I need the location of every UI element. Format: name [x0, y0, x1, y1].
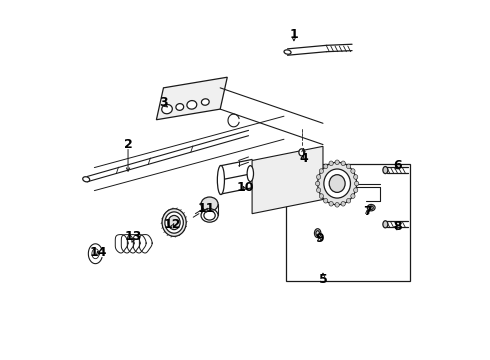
Ellipse shape [329, 202, 333, 206]
Text: 7: 7 [363, 206, 371, 219]
Ellipse shape [329, 161, 333, 166]
Polygon shape [252, 146, 323, 214]
Text: 12: 12 [164, 218, 181, 231]
Ellipse shape [351, 169, 355, 174]
Ellipse shape [83, 177, 90, 182]
Ellipse shape [369, 206, 373, 210]
Ellipse shape [383, 167, 388, 174]
Ellipse shape [315, 229, 321, 238]
Polygon shape [286, 164, 410, 281]
Ellipse shape [201, 99, 209, 105]
Ellipse shape [187, 100, 197, 109]
Ellipse shape [299, 149, 305, 156]
Text: 8: 8 [393, 220, 402, 233]
Ellipse shape [168, 215, 180, 230]
Text: 1: 1 [290, 28, 298, 41]
Ellipse shape [317, 188, 321, 193]
Polygon shape [156, 77, 227, 120]
Ellipse shape [323, 164, 328, 168]
Ellipse shape [316, 181, 320, 186]
Ellipse shape [354, 175, 358, 179]
Text: 5: 5 [318, 273, 327, 286]
Ellipse shape [383, 221, 388, 228]
Ellipse shape [162, 209, 186, 237]
Ellipse shape [368, 204, 375, 211]
Text: 4: 4 [299, 152, 308, 165]
Ellipse shape [319, 169, 323, 174]
Ellipse shape [335, 160, 339, 165]
Ellipse shape [204, 211, 215, 220]
Ellipse shape [284, 50, 291, 54]
Ellipse shape [218, 166, 224, 194]
Ellipse shape [355, 181, 359, 186]
Text: 2: 2 [123, 138, 132, 151]
Ellipse shape [165, 212, 183, 233]
Ellipse shape [346, 164, 351, 168]
Text: 14: 14 [89, 246, 107, 259]
Ellipse shape [341, 161, 345, 166]
Ellipse shape [335, 203, 339, 207]
Ellipse shape [316, 231, 319, 236]
Ellipse shape [317, 175, 321, 179]
Ellipse shape [162, 104, 172, 114]
Ellipse shape [176, 104, 184, 111]
Ellipse shape [354, 188, 358, 193]
Text: 13: 13 [124, 230, 142, 243]
Ellipse shape [318, 162, 357, 205]
Ellipse shape [324, 169, 350, 198]
Ellipse shape [201, 197, 218, 211]
Ellipse shape [247, 166, 253, 181]
Text: 11: 11 [197, 202, 215, 215]
Ellipse shape [346, 198, 351, 203]
Text: 3: 3 [159, 95, 168, 108]
Text: 10: 10 [236, 181, 254, 194]
Text: 6: 6 [393, 159, 402, 172]
Text: 9: 9 [315, 232, 324, 245]
Ellipse shape [201, 209, 218, 222]
Ellipse shape [319, 194, 323, 198]
Ellipse shape [341, 202, 345, 206]
Ellipse shape [351, 194, 355, 198]
Ellipse shape [323, 198, 328, 203]
Ellipse shape [329, 175, 345, 192]
